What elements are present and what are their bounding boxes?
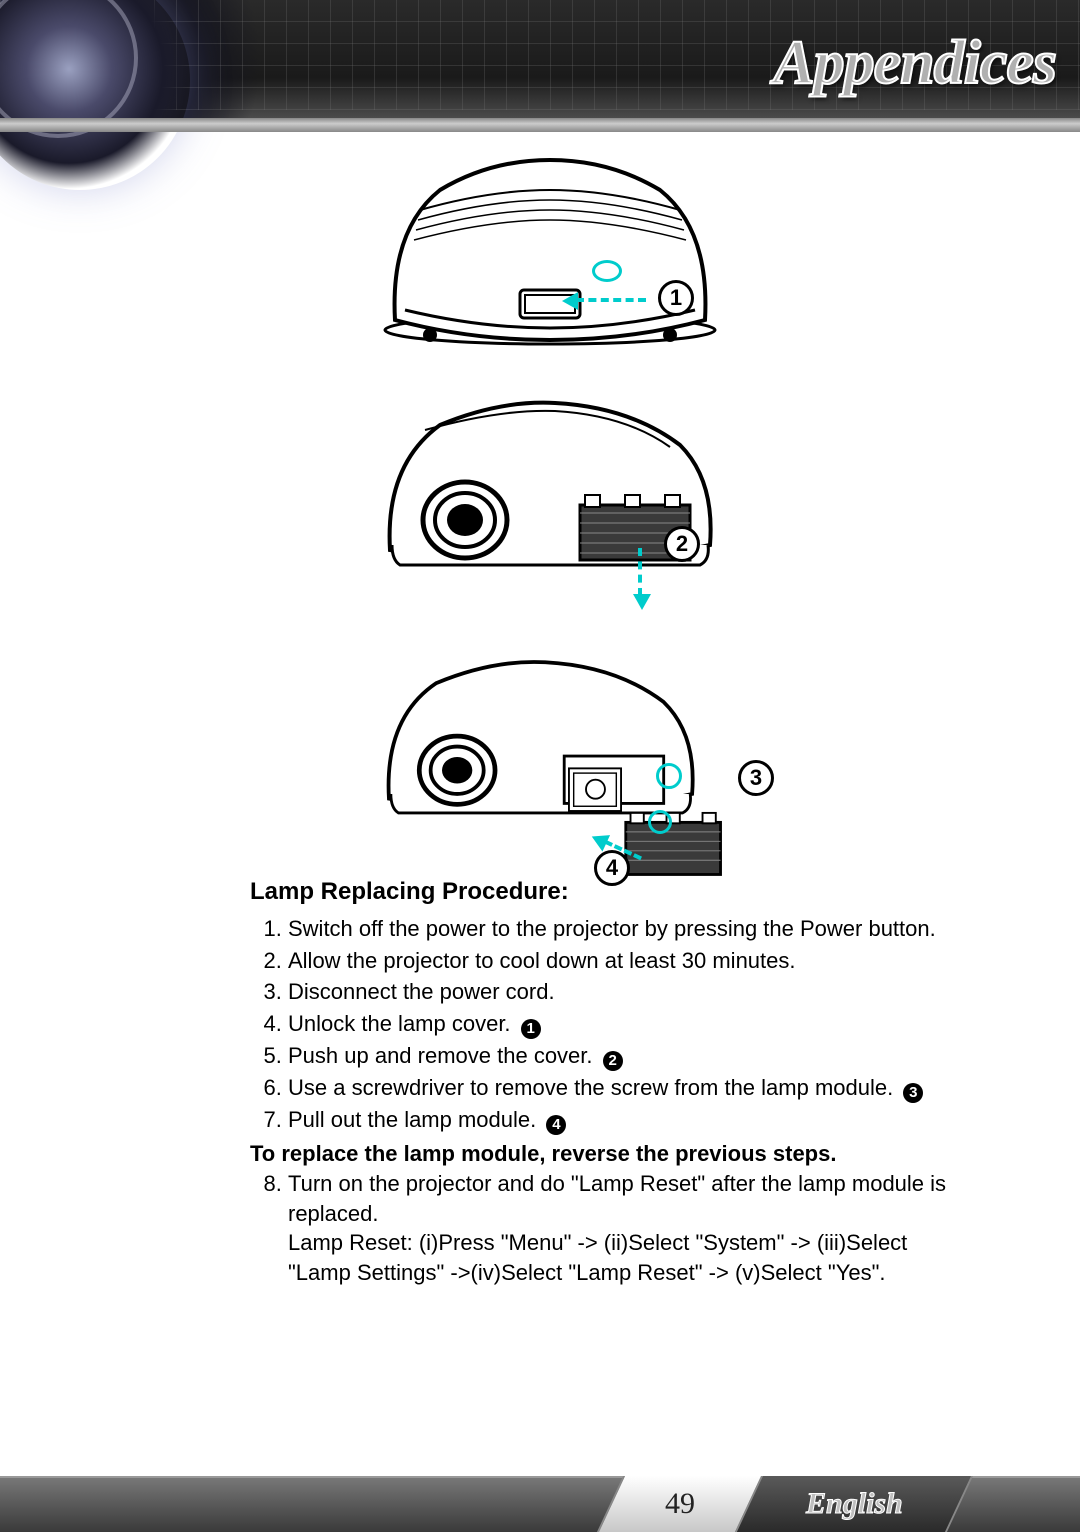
glyph-2: 2: [603, 1051, 623, 1071]
page-number-tab: 49: [597, 1476, 763, 1532]
procedure-steps: Switch off the power to the projector by…: [250, 914, 950, 1135]
glyph-4: 4: [546, 1115, 566, 1135]
step-subtext: Lamp Reset: (i)Press "Menu" -> (ii)Selec…: [288, 1230, 907, 1285]
step-text: Use a screwdriver to remove the screw fr…: [288, 1075, 893, 1100]
header-gloss: [0, 118, 1080, 132]
footer-band: 49 English: [0, 1476, 1080, 1532]
language-tab: English: [737, 1476, 973, 1532]
step-4: Unlock the lamp cover. 1: [288, 1009, 950, 1039]
step-text: Switch off the power to the projector by…: [288, 916, 936, 941]
glyph-1: 1: [521, 1019, 541, 1039]
mid-note: To replace the lamp module, reverse the …: [250, 1141, 950, 1167]
diagram-area: 1 2: [360, 150, 780, 875]
step-2: Allow the projector to cool down at leas…: [288, 946, 950, 976]
highlight-ring-1: [592, 260, 622, 282]
header-band: Appendices: [0, 0, 1080, 130]
step-3: Disconnect the power cord.: [288, 977, 950, 1007]
step-text: Pull out the lamp module.: [288, 1107, 536, 1132]
procedure-heading: Lamp Replacing Procedure:: [250, 878, 950, 906]
page-number: 49: [665, 1487, 695, 1521]
step-text: Push up and remove the cover.: [288, 1043, 593, 1068]
arrow-2: [638, 548, 642, 596]
step-text: Turn on the projector and do "Lamp Reset…: [288, 1171, 946, 1226]
highlight-ring-3a: [656, 763, 682, 789]
projector-figure-1: [370, 150, 730, 350]
glyph-3: 3: [903, 1083, 923, 1103]
step-text: Allow the projector to cool down at leas…: [288, 948, 796, 973]
page-title: Appendices: [773, 28, 1056, 99]
step-8: Turn on the projector and do "Lamp Reset…: [288, 1169, 950, 1288]
lens-graphic: [0, 0, 190, 190]
step-7: Pull out the lamp module. 4: [288, 1105, 950, 1135]
content: Lamp Replacing Procedure: Switch off the…: [250, 878, 950, 1290]
callout-2: 2: [664, 526, 700, 562]
step-text: Unlock the lamp cover.: [288, 1011, 511, 1036]
arrow-1: [576, 298, 646, 302]
projector-figure-2: [370, 395, 730, 595]
step-6: Use a screwdriver to remove the screw fr…: [288, 1073, 950, 1103]
highlight-ring-3b: [648, 810, 672, 834]
step-5: Push up and remove the cover. 2: [288, 1041, 950, 1071]
language-label: English: [806, 1487, 903, 1521]
procedure-steps-b: Turn on the projector and do "Lamp Reset…: [250, 1169, 950, 1288]
step-1: Switch off the power to the projector by…: [288, 914, 950, 944]
step-text: Disconnect the power cord.: [288, 979, 555, 1004]
callout-1: 1: [658, 280, 694, 316]
callout-3: 3: [738, 760, 774, 796]
